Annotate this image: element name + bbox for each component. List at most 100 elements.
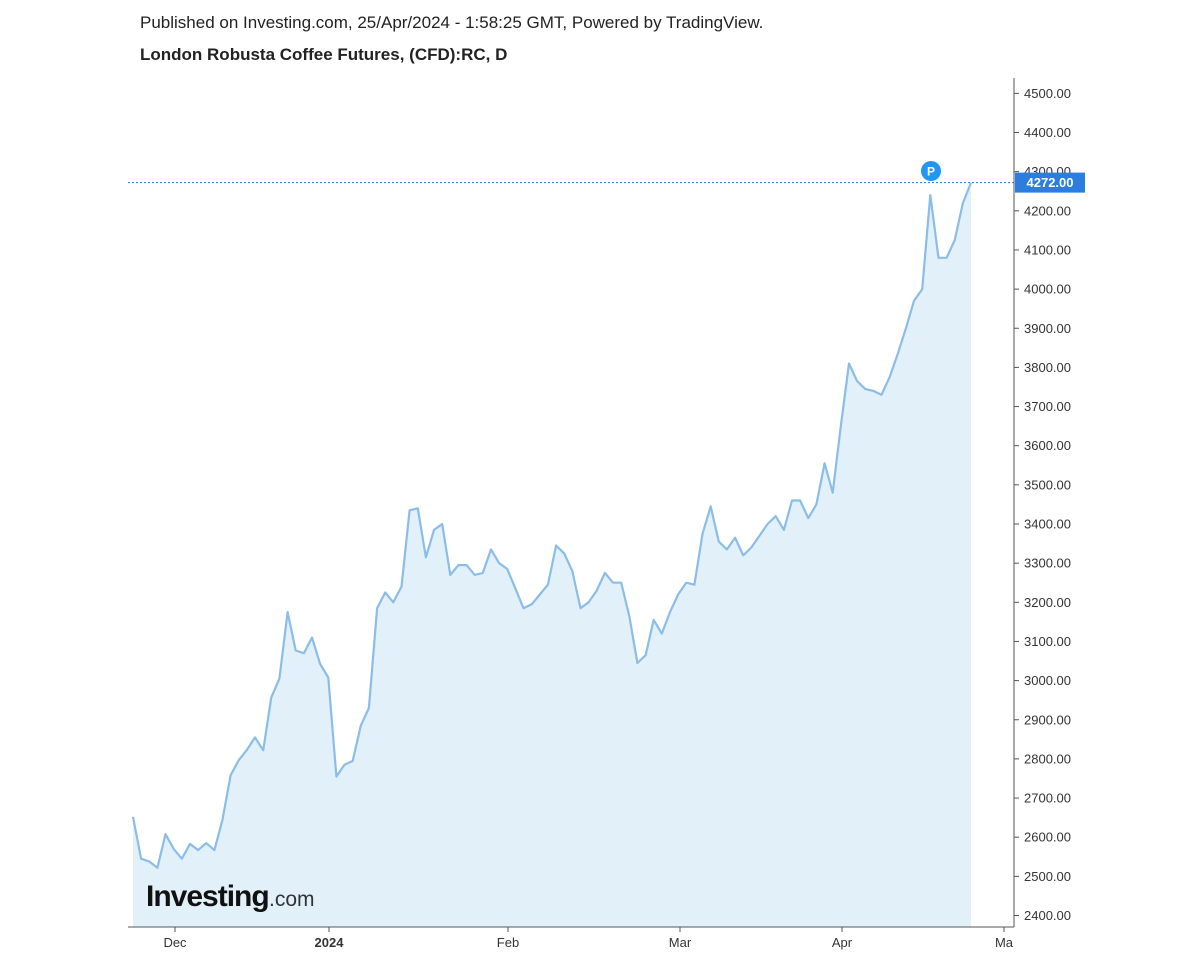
p-marker-label: P <box>927 165 935 179</box>
data-point <box>456 563 460 567</box>
data-point <box>758 534 762 538</box>
data-point <box>408 508 412 512</box>
data-point <box>261 748 265 752</box>
data-point <box>204 841 208 845</box>
data-point <box>749 546 753 550</box>
data-point <box>774 514 778 518</box>
y-tick-label: 4200.00 <box>1024 203 1071 218</box>
data-point <box>562 551 566 555</box>
data-point <box>831 491 835 495</box>
data-point <box>587 600 591 604</box>
data-point <box>237 758 241 762</box>
data-point <box>391 600 395 604</box>
data-point <box>806 516 810 520</box>
y-tick-label: 4400.00 <box>1024 125 1071 140</box>
data-point <box>961 201 965 205</box>
y-tick-label: 2500.00 <box>1024 869 1071 884</box>
logo-suffix-text: .com <box>269 888 315 911</box>
data-point <box>513 587 517 591</box>
data-point <box>440 522 444 526</box>
data-point <box>212 848 216 852</box>
logo-main-text: Investing <box>146 880 269 913</box>
y-tick-label: 2700.00 <box>1024 791 1071 806</box>
y-tick-label: 2600.00 <box>1024 830 1071 845</box>
y-tick-label: 3600.00 <box>1024 438 1071 453</box>
data-point <box>839 424 843 428</box>
data-point <box>709 504 713 508</box>
data-point <box>546 583 550 587</box>
data-point <box>920 287 924 291</box>
y-tick-label: 3300.00 <box>1024 556 1071 571</box>
data-point <box>351 759 355 763</box>
data-point <box>286 610 290 614</box>
data-point <box>627 614 631 618</box>
data-point <box>448 573 452 577</box>
data-point <box>684 581 688 585</box>
data-point <box>505 567 509 571</box>
y-tick-label: 2800.00 <box>1024 751 1071 766</box>
data-point <box>782 528 786 532</box>
data-point <box>660 632 664 636</box>
y-tick-label: 3200.00 <box>1024 595 1071 610</box>
data-point <box>375 606 379 610</box>
data-point <box>269 695 273 699</box>
data-point <box>538 593 542 597</box>
y-tick-label: 4500.00 <box>1024 86 1071 101</box>
data-point <box>334 775 338 779</box>
y-tick-label: 2900.00 <box>1024 712 1071 727</box>
data-point <box>253 735 257 739</box>
p-marker[interactable]: P <box>921 161 941 181</box>
data-point <box>871 389 875 393</box>
series-line <box>131 182 973 869</box>
data-point <box>928 193 932 197</box>
series-area-fill <box>133 182 971 928</box>
x-tick-label: Dec <box>163 935 187 950</box>
y-tick-label: 2400.00 <box>1024 908 1071 923</box>
data-point <box>570 569 574 573</box>
data-point <box>359 724 363 728</box>
last-price-line: 4272.00 <box>128 172 1085 193</box>
x-tick-label: Ma <box>995 935 1014 950</box>
x-tick-label: Apr <box>832 935 853 950</box>
data-point <box>603 571 607 575</box>
published-note: Published on Investing.com, 25/Apr/2024 … <box>140 13 764 32</box>
data-point <box>326 676 330 680</box>
data-point <box>221 818 225 822</box>
data-point <box>530 602 534 606</box>
data-point <box>302 651 306 655</box>
data-point <box>473 573 477 577</box>
data-point <box>245 748 249 752</box>
data-point <box>595 589 599 593</box>
data-point <box>294 649 298 653</box>
p-marker-circle[interactable] <box>921 161 941 181</box>
data-point <box>579 606 583 610</box>
data-point <box>717 540 721 544</box>
data-point <box>196 848 200 852</box>
plot-area <box>131 182 973 928</box>
data-point <box>147 860 151 864</box>
data-point <box>497 561 501 565</box>
data-point <box>644 653 648 657</box>
last-price-label: 4272.00 <box>1027 175 1074 190</box>
data-point <box>937 256 941 260</box>
data-point <box>790 499 794 503</box>
data-point <box>725 547 729 551</box>
data-point <box>652 618 656 622</box>
data-point <box>465 563 469 567</box>
chart-title: London Robusta Coffee Futures, (CFD):RC,… <box>140 45 508 64</box>
data-point <box>277 677 281 681</box>
y-tick-label: 3000.00 <box>1024 673 1071 688</box>
data-point <box>766 522 770 526</box>
data-point <box>522 606 526 610</box>
data-point <box>424 555 428 559</box>
data-point <box>164 832 168 836</box>
y-tick-label: 3400.00 <box>1024 517 1071 532</box>
y-tick-label: 3500.00 <box>1024 477 1071 492</box>
data-point <box>953 238 957 242</box>
y-tick-label: 3100.00 <box>1024 634 1071 649</box>
data-point <box>855 379 859 383</box>
data-point <box>741 553 745 557</box>
y-tick-label: 4100.00 <box>1024 242 1071 257</box>
data-point <box>863 387 867 391</box>
